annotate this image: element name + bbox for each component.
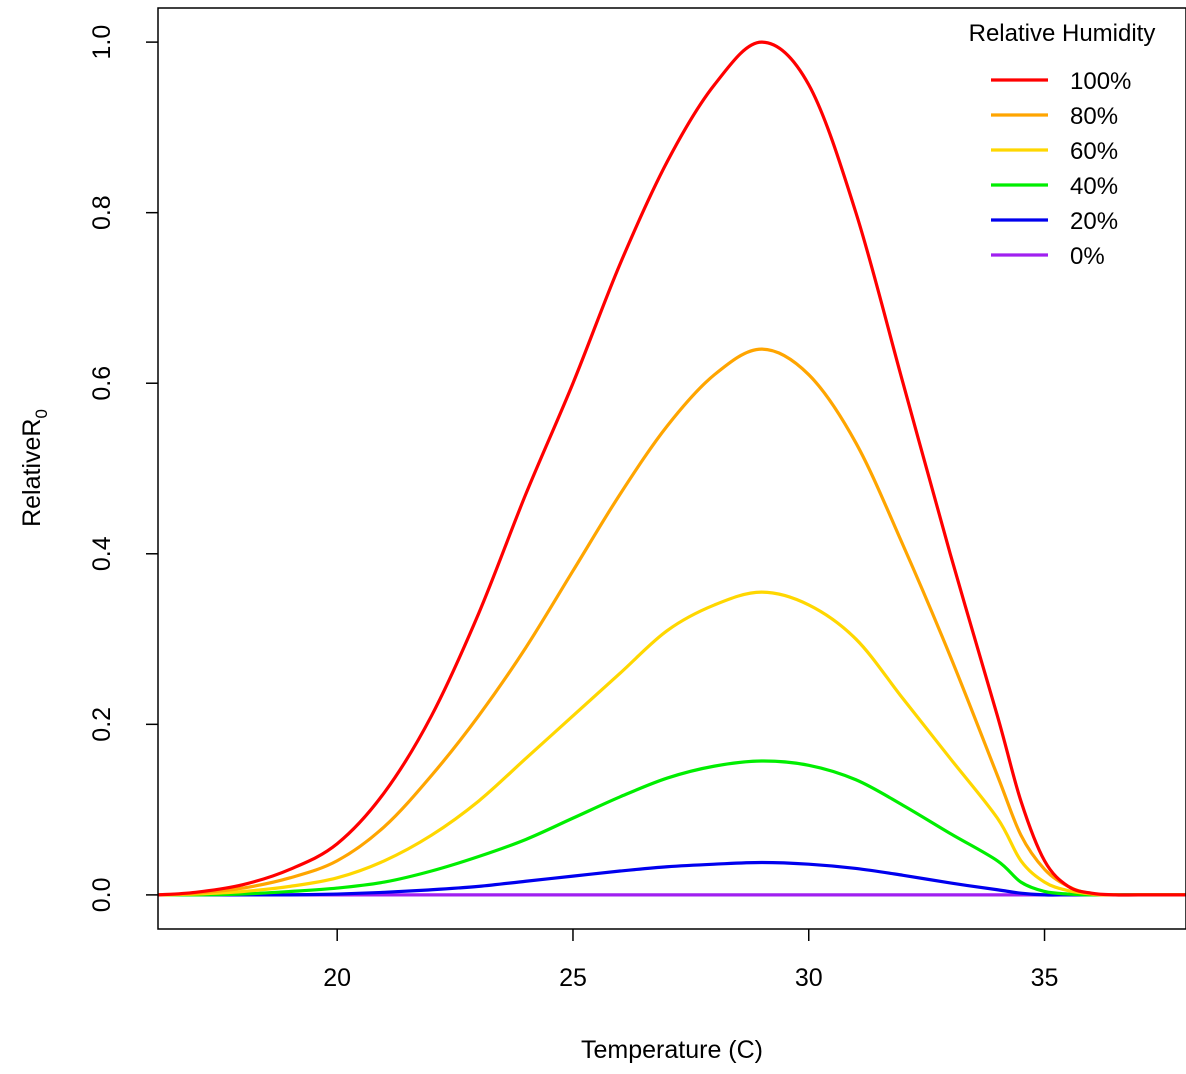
x-axis-title: Temperature (C) <box>581 1036 763 1064</box>
series-line-100pct <box>158 40 1186 897</box>
series-line-40pct <box>158 759 1186 897</box>
y-tick-label: 0.4 <box>88 536 116 571</box>
y-tick-label: 0.8 <box>88 195 116 230</box>
legend-label: 20% <box>1070 208 1118 235</box>
series-layer <box>158 40 1186 897</box>
series-line-80pct <box>158 347 1186 897</box>
y-tick-label: 0.6 <box>88 366 116 401</box>
series-line-60pct <box>158 590 1186 897</box>
y-axis-title: RelativeR0 <box>18 409 51 527</box>
y-axis: 0.0 0.2 0.4 0.6 0.8 1.0 <box>88 25 158 913</box>
y-axis-title-subscript: 0 <box>32 409 51 418</box>
x-tick-label: 35 <box>1031 964 1059 992</box>
legend-label: 60% <box>1070 138 1118 165</box>
plot-frame <box>157 7 1186 930</box>
y-tick-label: 0.0 <box>88 878 116 913</box>
x-tick-label: 30 <box>795 964 823 992</box>
y-axis-title-symbol: R <box>18 419 46 437</box>
y-axis-title-main: Relative <box>18 437 46 527</box>
y-tick-label: 1.0 <box>88 25 116 60</box>
legend-label: 80% <box>1070 103 1118 130</box>
x-axis: 20 25 30 35 <box>323 929 1058 992</box>
legend-title: Relative Humidity <box>969 20 1156 47</box>
legend-label: 100% <box>1070 68 1131 95</box>
legend-label: 0% <box>1070 243 1105 270</box>
legend-label: 40% <box>1070 173 1118 200</box>
x-tick-label: 20 <box>323 964 351 992</box>
legend: Relative Humidity 100% 80% 60% 40% 20% 0% <box>969 20 1156 270</box>
y-tick-label: 0.2 <box>88 707 116 742</box>
x-tick-label: 25 <box>559 964 587 992</box>
